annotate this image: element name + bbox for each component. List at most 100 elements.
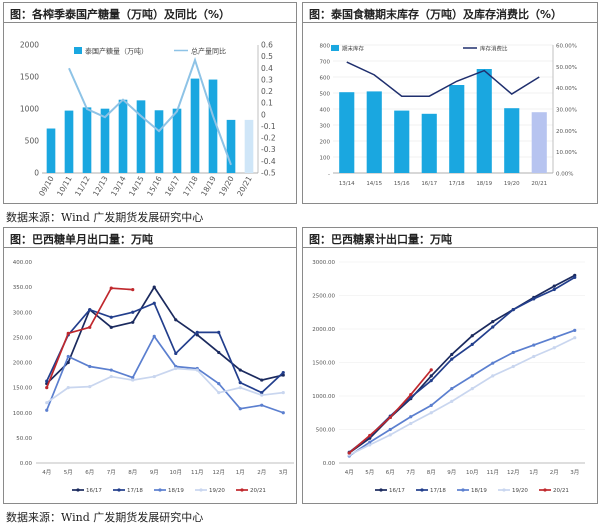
data-point <box>217 330 221 334</box>
data-point <box>281 411 285 415</box>
x-tick-label: 13/14 <box>109 174 128 197</box>
y-tick-label: 50.00 <box>16 436 32 442</box>
series-line <box>348 329 576 457</box>
data-point <box>131 375 135 380</box>
data-point <box>281 370 285 375</box>
source-note: 数据来源：Wind 广发期货发展研究中心 <box>6 511 204 524</box>
legend-marker <box>420 488 424 492</box>
divider <box>303 247 597 248</box>
x-tick-label: 18/19 <box>476 181 492 187</box>
bar <box>504 108 520 173</box>
x-tick-label: 12/13 <box>91 174 110 197</box>
y-tick-label-left: - <box>328 172 330 178</box>
data-point <box>217 350 221 355</box>
data-point <box>281 391 285 395</box>
x-tick-label: 12月 <box>213 469 226 476</box>
x-tick-label: 1月 <box>236 469 245 476</box>
chart-title: 图：巴西糖累计出口量：万吨 <box>309 233 452 246</box>
data-point <box>131 320 135 324</box>
y-tick-label: 150.00 <box>13 386 33 392</box>
data-point <box>45 386 49 390</box>
data-point <box>573 328 577 332</box>
data-point <box>88 385 92 389</box>
x-tick-label: 17/18 <box>181 174 200 197</box>
series-line <box>45 334 284 414</box>
data-point <box>368 443 372 447</box>
legend-label: 期末库存 <box>342 45 365 53</box>
y-tick-label-left: 1000 <box>20 105 39 114</box>
y-tick-label-right: 0.5 <box>261 52 273 61</box>
data-point <box>429 403 433 407</box>
series-line <box>348 336 576 456</box>
legend-marker <box>543 488 547 492</box>
data-point <box>195 330 199 334</box>
data-point <box>511 364 515 369</box>
x-tick-label: 2月 <box>257 469 266 476</box>
data-point <box>450 399 454 403</box>
x-tick-label: 14/15 <box>366 181 382 187</box>
bar <box>136 100 146 173</box>
x-tick-label: 10月 <box>170 469 183 476</box>
data-point <box>552 287 556 292</box>
x-tick-label: 14/15 <box>127 174 146 197</box>
data-point <box>429 368 433 372</box>
data-point <box>45 379 49 383</box>
x-tick-label: 16/17 <box>163 174 182 197</box>
divider <box>4 22 296 23</box>
y-tick-label: 0.00 <box>323 461 336 467</box>
data-point <box>109 325 113 329</box>
bar <box>244 119 254 173</box>
x-tick-label: 20/21 <box>235 174 254 197</box>
bar <box>208 79 218 173</box>
y-tick-label: 300.00 <box>13 310 33 316</box>
data-point <box>409 393 413 397</box>
y-tick-label: 100.00 <box>13 411 33 417</box>
x-tick-label: 9月 <box>150 469 159 476</box>
data-point <box>45 401 49 405</box>
legend-label: 16/17 <box>389 488 405 494</box>
data-point <box>429 378 433 383</box>
legend-marker <box>76 488 80 492</box>
data-point <box>491 325 495 329</box>
data-point <box>429 374 433 378</box>
y-tick-label-left: 200 <box>320 140 331 146</box>
data-point <box>470 387 474 391</box>
y-tick-label-left: 400 <box>320 108 331 114</box>
legend-label: 17/18 <box>127 488 143 494</box>
x-tick-label: 16/17 <box>421 181 437 187</box>
panel-brazil-monthly: 图：巴西糖单月出口量：万吨 0.00 50.00 100.00 150.00 200.0… <box>3 227 297 504</box>
data-point <box>88 308 92 312</box>
data-point <box>174 351 178 356</box>
x-tick-label: 15/16 <box>394 181 410 187</box>
data-point <box>260 391 264 395</box>
x-tick-label: 11月 <box>487 469 500 476</box>
legend-marker <box>158 488 162 492</box>
x-tick-label: 20/21 <box>531 181 547 187</box>
y-tick-label-right: -0.1 <box>261 122 276 131</box>
x-tick-label: 09/10 <box>37 174 56 197</box>
data-point <box>109 368 113 372</box>
data-point <box>88 325 92 329</box>
data-point <box>217 382 221 386</box>
data-point <box>552 336 556 340</box>
data-point <box>347 451 351 455</box>
legend-swatch-bar <box>331 45 339 51</box>
x-tick-label: 8月 <box>128 469 137 476</box>
data-point <box>511 350 515 355</box>
x-tick-label: 5月 <box>64 469 73 476</box>
y-tick-label: 250.00 <box>13 335 33 341</box>
y-tick-label-left: 500 <box>320 92 331 98</box>
divider <box>4 247 296 248</box>
data-point <box>552 284 556 288</box>
legend-label: 库存消费比 <box>480 45 508 53</box>
y-tick-label-right: 0.4 <box>261 64 273 73</box>
chart-thai-production: 0 500 1000 1500 2000 0.6 0.5 0.4 0.3 0.2 0.1 0 -0.1 -… <box>20 41 276 198</box>
y-tick-label: 2500.00 <box>312 294 335 300</box>
legend-marker <box>461 488 465 492</box>
x-tick-label: 8月 <box>427 469 436 476</box>
series-line <box>68 56 232 166</box>
chart-title: 图：巴西糖单月出口量：万吨 <box>10 233 153 246</box>
data-point <box>260 378 264 382</box>
series-line <box>46 285 284 385</box>
data-point <box>532 297 536 301</box>
